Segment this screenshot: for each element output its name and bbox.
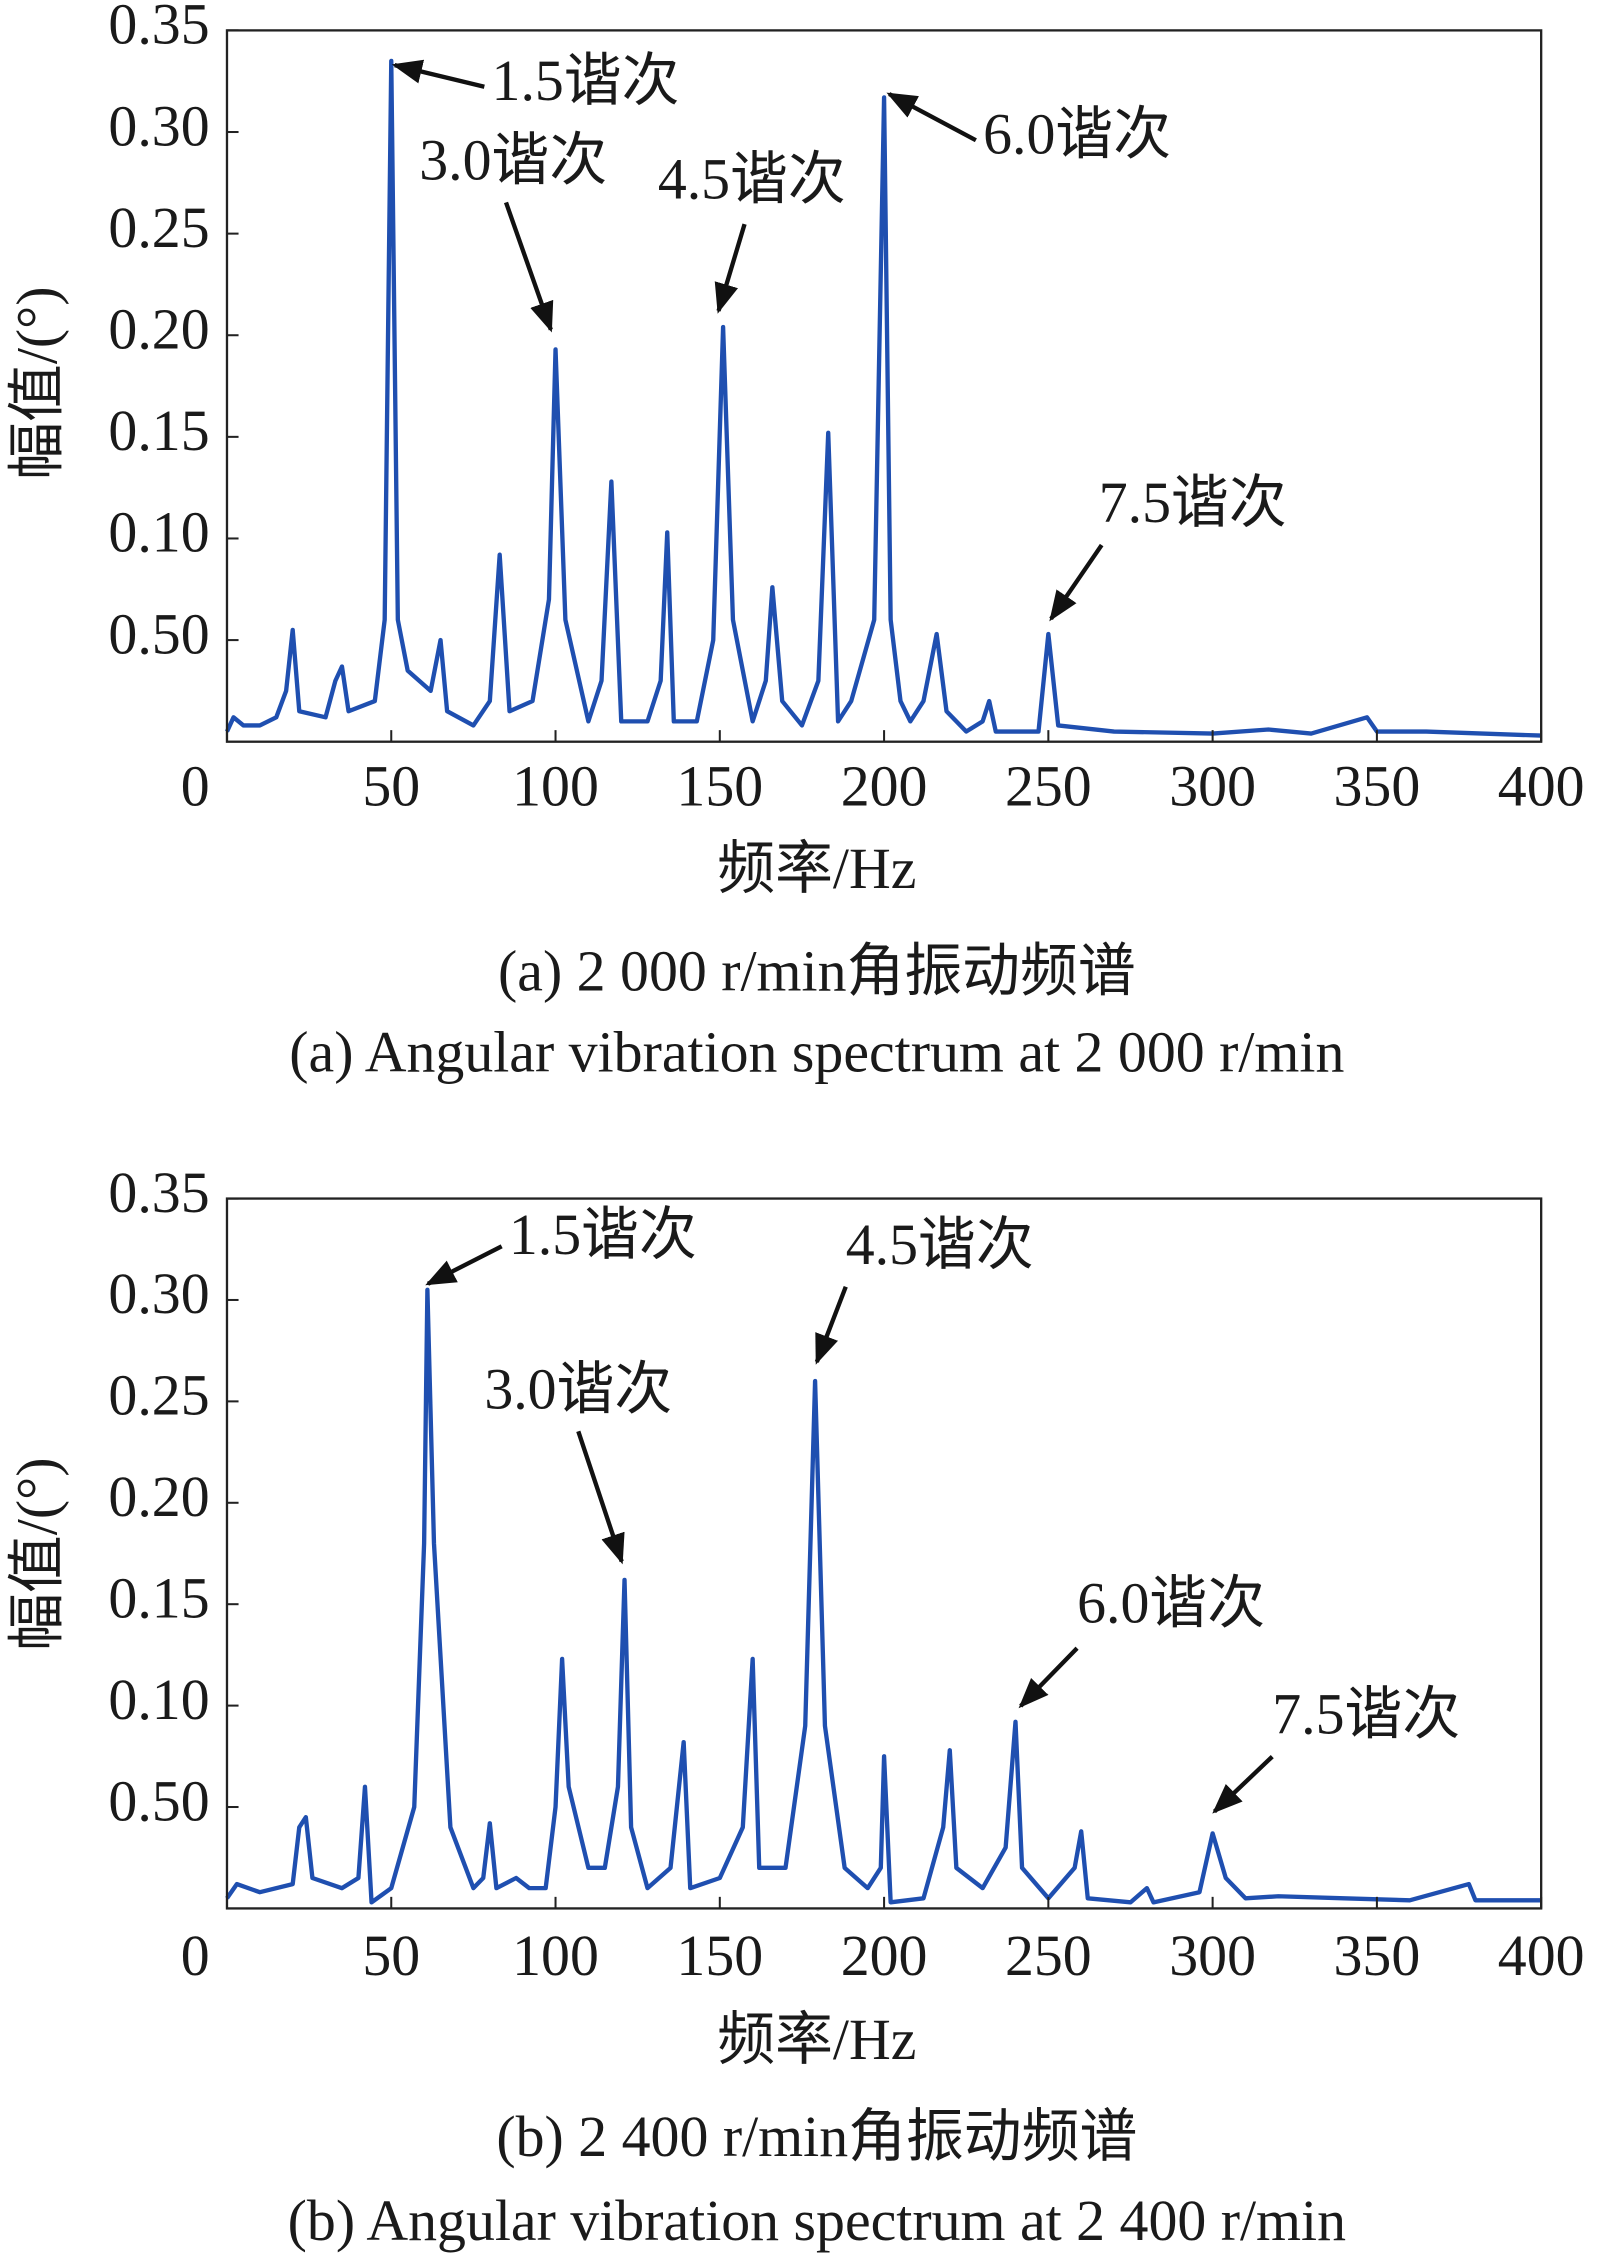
x-axis-label: 频率/Hz bbox=[717, 836, 916, 901]
x-tick-label: 350 bbox=[1334, 754, 1421, 819]
annotation: 7.5谐次 bbox=[1099, 470, 1287, 535]
y-tick-label: 0.10 bbox=[108, 1667, 209, 1732]
y-tick-label: 0.35 bbox=[108, 0, 209, 57]
annotation-arrow bbox=[1049, 543, 1104, 622]
y-tick-label: 0.15 bbox=[108, 1565, 209, 1630]
annotation-arrow bbox=[425, 1244, 503, 1286]
annotation-arrow bbox=[814, 1285, 848, 1365]
annotation: 4.5谐次 bbox=[658, 146, 846, 211]
x-tick-label: 200 bbox=[841, 754, 928, 819]
annotation-arrow bbox=[503, 201, 554, 333]
y-axis-label: 幅值/(°) bbox=[5, 1458, 70, 1651]
x-tick-label: 0 bbox=[181, 754, 210, 819]
annotation-arrow bbox=[1212, 1755, 1274, 1814]
y-tick-label: 0.20 bbox=[108, 297, 209, 362]
caption-cn: (a) 2 000 r/min角振动频谱 bbox=[498, 939, 1136, 1004]
spectrum-line bbox=[225, 1287, 1542, 1905]
annotation: 3.0谐次 bbox=[484, 1356, 672, 1421]
y-tick-label: 0.30 bbox=[108, 1261, 209, 1326]
annotation: 6.0谐次 bbox=[1077, 1570, 1265, 1635]
x-tick-label: 250 bbox=[1005, 1923, 1092, 1988]
y-tick-label: 0.10 bbox=[108, 500, 209, 565]
y-tick-label: 0.30 bbox=[108, 93, 209, 158]
caption-cn: (b) 2 400 r/min角振动频谱 bbox=[496, 2104, 1137, 2169]
y-axis-label: 幅值/(°) bbox=[5, 286, 70, 479]
x-tick-label: 350 bbox=[1334, 1923, 1421, 1988]
x-tick-label: 300 bbox=[1169, 1923, 1256, 1988]
caption-en: (a) Angular vibration spectrum at 2 000 … bbox=[289, 1020, 1344, 1085]
y-tick-label: 0.35 bbox=[108, 1160, 209, 1225]
x-tick-label: 150 bbox=[676, 754, 763, 819]
annotation: 1.5谐次 bbox=[492, 48, 680, 113]
annotation: 7.5谐次 bbox=[1272, 1682, 1460, 1747]
x-tick-label: 300 bbox=[1169, 754, 1256, 819]
spectrum-line bbox=[225, 58, 1542, 738]
annotation: 1.5谐次 bbox=[509, 1202, 697, 1267]
annotation-arrow bbox=[576, 1430, 625, 1565]
y-tick-label: 0.50 bbox=[108, 601, 209, 666]
y-tick-label: 0.50 bbox=[108, 1768, 209, 1833]
x-tick-label: 400 bbox=[1498, 754, 1585, 819]
x-tick-label: 250 bbox=[1005, 754, 1092, 819]
caption-en: (b) Angular vibration spectrum at 2 400 … bbox=[288, 2188, 1346, 2253]
annotation-arrow bbox=[714, 223, 747, 314]
y-tick-label: 0.25 bbox=[108, 1363, 209, 1428]
x-tick-label: 50 bbox=[362, 754, 420, 819]
y-tick-label: 0.25 bbox=[108, 195, 209, 260]
x-tick-label: 150 bbox=[676, 1923, 763, 1988]
y-tick-label: 0.15 bbox=[108, 398, 209, 463]
annotation-arrow bbox=[886, 92, 977, 143]
annotation-arrow bbox=[1018, 1646, 1079, 1709]
x-tick-label: 0 bbox=[181, 1923, 210, 1988]
x-axis-label: 频率/Hz bbox=[717, 2007, 916, 2072]
x-tick-label: 100 bbox=[512, 754, 599, 819]
x-tick-label: 100 bbox=[512, 1923, 599, 1988]
annotation-arrow bbox=[391, 59, 485, 89]
x-tick-label: 400 bbox=[1498, 1923, 1585, 1988]
annotation: 4.5谐次 bbox=[846, 1212, 1034, 1277]
x-tick-label: 50 bbox=[362, 1923, 420, 1988]
x-tick-label: 200 bbox=[841, 1923, 928, 1988]
annotation: 6.0谐次 bbox=[983, 102, 1171, 167]
y-tick-label: 0.20 bbox=[108, 1464, 209, 1529]
annotation: 3.0谐次 bbox=[419, 128, 607, 193]
